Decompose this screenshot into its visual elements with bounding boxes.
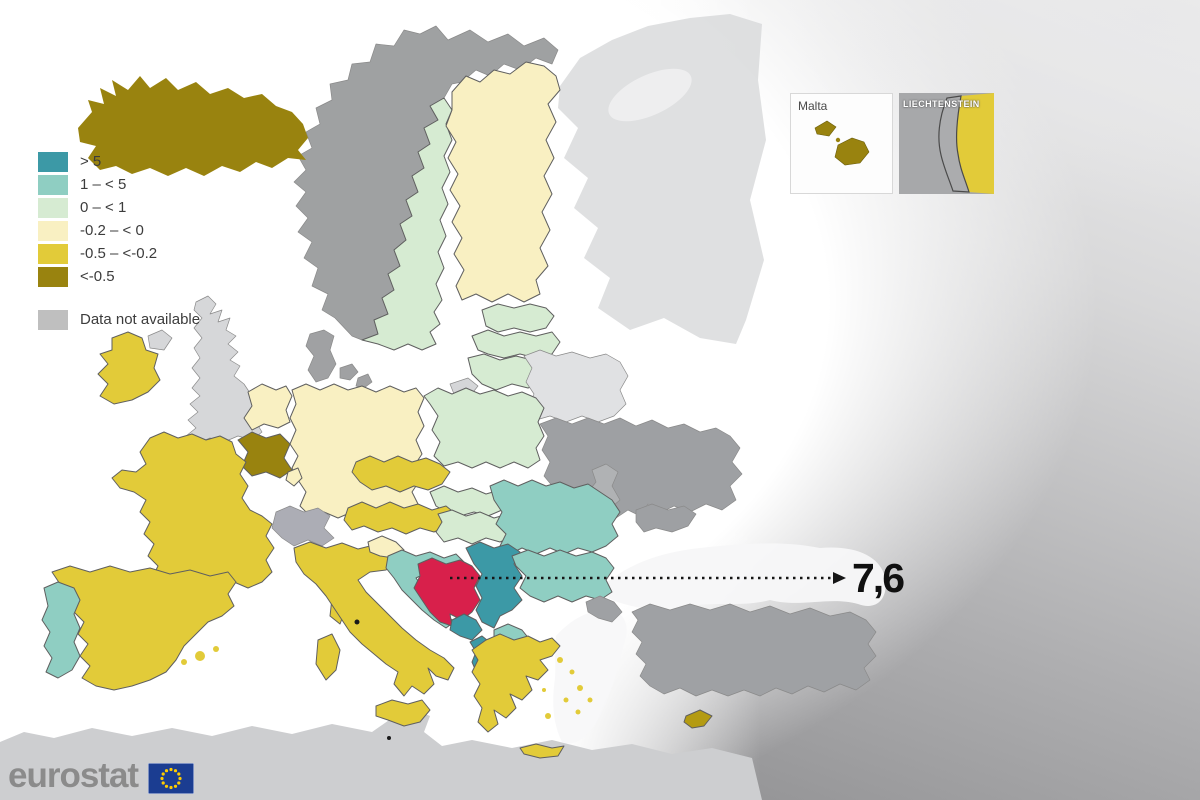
country-liechtenstein	[938, 95, 970, 193]
legend-swatch-neg02to0	[38, 220, 68, 241]
legend-label: 0 – < 1	[80, 199, 127, 216]
arrowhead-icon	[833, 572, 846, 584]
city-dot	[354, 619, 360, 625]
inset-malta: Malta	[790, 93, 893, 194]
country-portugal	[41, 581, 81, 679]
country-cyprus	[683, 709, 713, 729]
island-malta	[834, 137, 870, 166]
country-russia	[558, 14, 766, 344]
region-east-thrace	[585, 595, 623, 623]
island-gozo	[814, 120, 837, 137]
country-poland	[423, 387, 545, 469]
country-estonia	[481, 303, 555, 333]
legend-label: <-0.5	[80, 268, 115, 285]
malta-inset-map	[814, 120, 870, 166]
country-denmark	[305, 329, 337, 383]
country-germany	[289, 383, 425, 519]
legend-row-no-data: Data not available	[38, 308, 200, 331]
eurostat-wordmark: eurostat	[8, 756, 139, 795]
country-iceland	[78, 76, 308, 176]
legend-label: -0.2 – < 0	[80, 222, 144, 239]
country-turkey	[631, 603, 877, 697]
country-netherlands	[243, 383, 293, 431]
island-comino	[835, 137, 841, 143]
legend-swatch-no-data	[38, 309, 68, 330]
legend-label: > 5	[80, 153, 102, 170]
eurostat-logo: eurostat	[8, 756, 195, 796]
black-sea	[598, 543, 886, 610]
eu-flag-icon	[148, 762, 195, 794]
legend-row: > 5	[38, 150, 200, 173]
liechtenstein-inset-map	[938, 93, 994, 194]
inset-liechtenstein: LIECHTENSTEIN	[899, 93, 994, 194]
island-mallorca	[195, 651, 205, 661]
callout-value: 7,6	[852, 555, 904, 601]
country-ireland	[97, 331, 161, 405]
map-legend: > 5 1 – < 5 0 – < 1 -0.2 – < 0 -0.5 – <-…	[38, 150, 200, 331]
legend-swatch-gt5	[38, 151, 68, 172]
country-montenegro	[449, 613, 483, 641]
country-switzerland	[271, 505, 335, 547]
country-serbia	[465, 541, 523, 629]
country-sweden	[361, 97, 453, 351]
country-luxembourg	[285, 467, 303, 487]
legend-label: 1 – < 5	[80, 176, 127, 193]
legend-label: -0.5 – <-0.2	[80, 245, 158, 262]
island-sicily	[375, 699, 431, 727]
island-sardinia	[315, 633, 341, 681]
legend-row: -0.5 – <-0.2	[38, 242, 200, 265]
legend-label: Data not available	[80, 311, 201, 328]
legend-swatch-0to1	[38, 197, 68, 218]
legend-swatch-1to5	[38, 174, 68, 195]
country-czechia	[351, 455, 451, 493]
legend-row: -0.2 – < 0	[38, 219, 200, 242]
legend-row: 1 – < 5	[38, 173, 200, 196]
inset-malta-label: Malta	[798, 99, 828, 113]
island-menorca	[213, 646, 219, 652]
white-sea	[608, 68, 692, 122]
inset-liechtenstein-label: LIECHTENSTEIN	[903, 99, 980, 109]
city-dot	[387, 736, 391, 740]
aegean-islands	[542, 657, 593, 719]
country-spain	[51, 565, 237, 691]
legend-row: <-0.5	[38, 265, 200, 288]
inset-austria-region	[956, 93, 994, 194]
country-bulgaria	[511, 549, 615, 603]
country-greece	[471, 633, 561, 733]
legend-row: 0 – < 1	[38, 196, 200, 219]
legend-swatch-ltneg05	[38, 266, 68, 287]
region-northern-ireland	[147, 329, 173, 351]
region-crimea	[635, 503, 697, 533]
island-crete	[519, 743, 565, 759]
denmark-islands	[339, 363, 373, 389]
aegean-sea	[553, 609, 627, 744]
island-ibiza	[181, 659, 187, 665]
callout-arrow: 7,6	[450, 555, 906, 601]
legend-swatch-neg05toneg02	[38, 243, 68, 264]
country-romania	[489, 479, 621, 555]
country-finland	[445, 61, 561, 303]
